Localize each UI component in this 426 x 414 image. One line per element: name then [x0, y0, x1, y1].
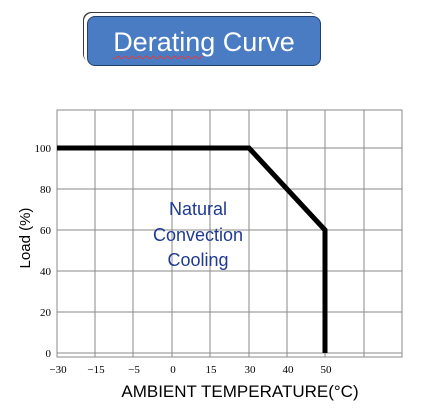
x-axis-ticks: −30 −15 −5 0 15 30 40 50 — [49, 364, 332, 376]
chart-title-word-1: Derating — [113, 27, 216, 57]
chart-series — [56, 145, 328, 354]
annotation-line-1: Natural — [169, 199, 227, 219]
derating-line-0 — [57, 145, 328, 353]
chart-title: Derating Curve — [87, 16, 321, 66]
x-tick-label: −5 — [128, 364, 140, 376]
x-tick-label: 15 — [206, 364, 218, 376]
annotation-line-2: Convection — [153, 225, 243, 245]
x-tick-label: 40 — [283, 364, 295, 376]
y-axis-ticks: 0 20 40 60 80 100 — [35, 143, 52, 360]
x-axis-label: AMBIENT TEMPERATURE(°C) — [121, 382, 358, 401]
y-tick-label: 0 — [46, 348, 52, 360]
chart-title-word-2: Curve — [222, 27, 295, 57]
y-tick-label: 20 — [40, 307, 52, 319]
x-tick-label: 0 — [170, 364, 176, 376]
x-tick-label: −15 — [87, 364, 105, 376]
y-tick-label: 40 — [40, 266, 52, 278]
y-tick-label: 80 — [40, 184, 52, 196]
annotation-line-3: Cooling — [167, 250, 228, 270]
x-tick-label: 50 — [321, 364, 333, 376]
y-tick-label: 60 — [40, 225, 52, 237]
y-tick-label: 100 — [35, 143, 52, 155]
annotation-natural-convection-cooling: Natural Convection Cooling — [153, 199, 243, 270]
y-axis-label: Load (%) — [17, 208, 34, 269]
x-tick-label: 30 — [245, 364, 257, 376]
x-tick-label: −30 — [49, 364, 67, 376]
